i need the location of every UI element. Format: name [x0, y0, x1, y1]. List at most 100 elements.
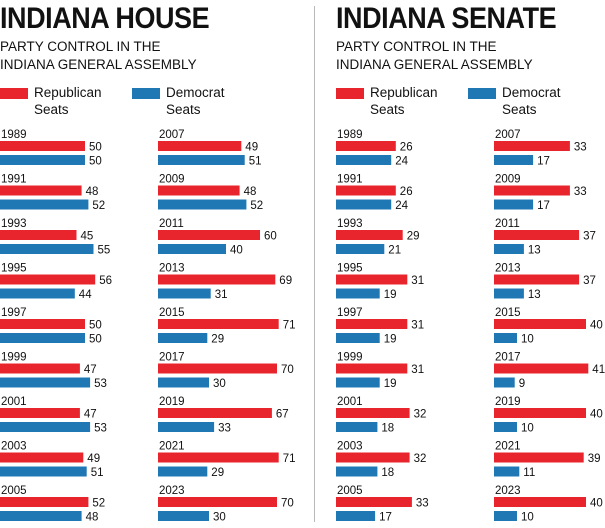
- house-republican-bar: [0, 141, 85, 151]
- house-year-label: 2019: [159, 396, 185, 408]
- house-republican-value-label: 67: [276, 409, 289, 421]
- senate-democrat-value-label: 18: [381, 423, 394, 435]
- senate-republican-value-label: 31: [411, 364, 424, 376]
- house-year-label: 2015: [159, 307, 185, 319]
- house-democrat-value-label: 40: [230, 245, 243, 257]
- senate-democrat-value-label: 10: [521, 512, 534, 524]
- house-republican-value-label: 69: [279, 275, 292, 287]
- house-democrat-value-label: 52: [250, 200, 263, 212]
- house-republican-bar: [158, 408, 272, 418]
- house-republican-bar: [0, 319, 85, 329]
- house-republican-value-label: 50: [89, 142, 102, 154]
- senate-democrat-value-label: 17: [537, 200, 550, 212]
- senate-year-label: 2023: [495, 485, 521, 497]
- house-republican-bar: [158, 363, 277, 374]
- house-democrat-bar: [0, 377, 91, 388]
- house-republican-value-label: 45: [81, 231, 94, 243]
- house-democrat-bar: [158, 199, 247, 210]
- senate-republican-bar: [336, 497, 412, 507]
- senate-year-label: 2013: [495, 263, 521, 275]
- house-republican-value-label: 47: [84, 409, 97, 421]
- house-year-label: 2009: [159, 174, 185, 186]
- house-year-label: 1991: [1, 174, 27, 186]
- senate-year-label: 2011: [495, 218, 520, 230]
- house-republican-value-label: 48: [86, 186, 99, 198]
- senate-democrat-value-label: 13: [528, 245, 541, 257]
- senate-democrat-value-label: 19: [384, 378, 397, 390]
- senate-year-label: 2017: [495, 352, 521, 364]
- house-democrat-bar: [158, 511, 209, 521]
- senate-year-label: 1993: [337, 218, 363, 230]
- senate-democrat-value-label: 19: [384, 334, 397, 346]
- republican-swatch: [0, 88, 28, 99]
- republican-swatch: [336, 88, 364, 99]
- senate-year-label: 2003: [337, 441, 363, 453]
- senate-republican-bar: [336, 230, 403, 240]
- senate-republican-value-label: 41: [592, 364, 605, 376]
- senate-year-label: 2001: [337, 396, 363, 408]
- house-democrat-value-label: 30: [213, 512, 226, 524]
- senate-democrat-bar: [494, 377, 515, 388]
- senate-republican-bar: [494, 497, 586, 507]
- senate-republican-value-label: 26: [400, 186, 413, 198]
- senate-year-label: 2005: [337, 485, 363, 497]
- senate-republican-value-label: 26: [400, 142, 413, 154]
- senate-democrat-value-label: 17: [537, 156, 550, 168]
- senate-year-label: 2015: [495, 307, 521, 319]
- house-year-label: 1997: [1, 307, 27, 319]
- senate-republican-bar: [494, 230, 580, 240]
- house-democrat-value-label: 50: [89, 334, 102, 346]
- senate-republican-value-label: 40: [590, 409, 603, 421]
- senate-year-label: 1989: [337, 129, 363, 141]
- senate-republican-value-label: 33: [416, 498, 429, 510]
- house-democrat-value-label: 51: [91, 467, 104, 479]
- house-republican-bar: [158, 319, 279, 329]
- house-republican-value-label: 48: [244, 186, 257, 198]
- senate-democrat-bar: [336, 288, 380, 299]
- house-republican-value-label: 52: [92, 498, 105, 510]
- house-republican-value-label: 70: [281, 498, 294, 510]
- house-year-label: 1999: [1, 352, 27, 364]
- senate-republican-bar: [494, 274, 580, 285]
- house-democrat-bar: [0, 511, 82, 521]
- house-republican-bar: [158, 185, 240, 196]
- senate-democrat-bar: [494, 155, 534, 165]
- senate-republican-bar: [494, 185, 570, 196]
- house-democrat-bar: [0, 288, 75, 299]
- senate-subtitle: PARTY CONTROL IN THE INDIANA GENERAL ASS…: [336, 38, 533, 74]
- senate-republican-bar: [494, 363, 589, 374]
- house-subtitle: PARTY CONTROL IN THE INDIANA GENERAL ASS…: [0, 38, 197, 74]
- senate-republican-value-label: 33: [574, 186, 587, 198]
- senate-panel: INDIANA SENATE PARTY CONTROL IN THE INDI…: [336, 0, 605, 528]
- senate-democrat-bar: [336, 377, 380, 388]
- house-republican-bar: [0, 230, 77, 240]
- house-democrat-bar: [0, 155, 85, 165]
- senate-republican-value-label: 31: [411, 320, 424, 332]
- house-year-label: 2007: [159, 129, 185, 141]
- senate-democrat-bar: [494, 244, 524, 254]
- house-republican-bar: [0, 185, 82, 196]
- house-democrat-value-label: 31: [215, 289, 228, 301]
- house-republican-bar: [0, 452, 84, 463]
- house-democrat-value-label: 51: [249, 156, 262, 168]
- senate-republican-bar: [336, 185, 396, 196]
- senate-democrat-bar: [494, 288, 524, 299]
- senate-democrat-bar: [494, 422, 517, 432]
- house-republican-value-label: 47: [84, 364, 97, 376]
- house-democrat-value-label: 33: [218, 423, 231, 435]
- house-year-label: 2011: [159, 218, 184, 230]
- senate-republican-bar: [336, 319, 408, 329]
- senate-democrat-value-label: 24: [395, 156, 408, 168]
- house-republican-bar: [158, 274, 276, 285]
- house-democrat-value-label: 29: [211, 467, 224, 479]
- house-republican-value-label: 49: [245, 142, 258, 154]
- house-democrat-bar: [158, 244, 226, 254]
- house-democrat-value-label: 29: [211, 334, 224, 346]
- senate-republican-value-label: 33: [574, 142, 587, 154]
- senate-year-label: 2007: [495, 129, 521, 141]
- house-democrat-bar: [0, 422, 91, 432]
- house-republican-value-label: 70: [281, 364, 294, 376]
- house-republican-bar: [0, 497, 89, 507]
- senate-year-label: 1995: [337, 263, 363, 275]
- senate-republican-value-label: 39: [588, 453, 601, 465]
